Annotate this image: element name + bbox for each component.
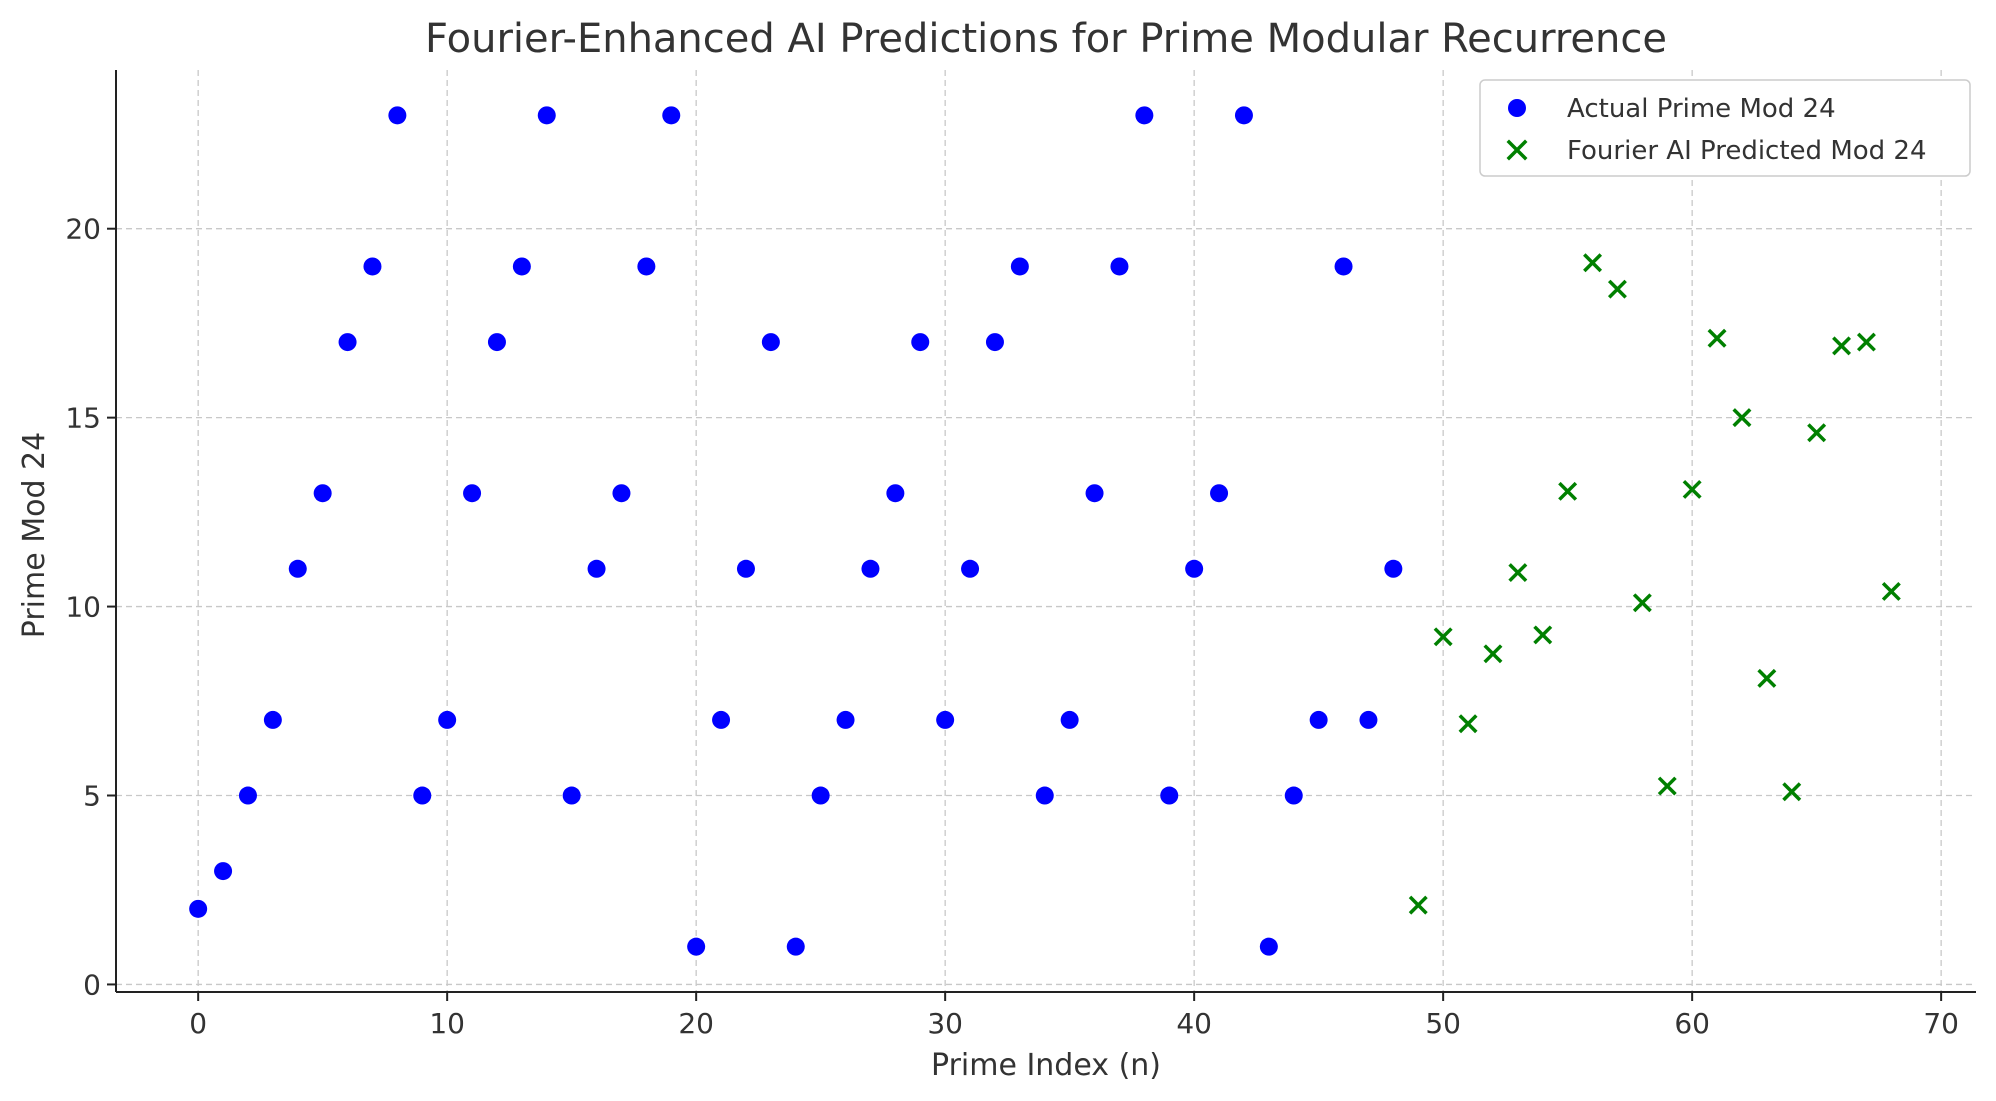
actual-point — [438, 710, 457, 729]
actual-point — [1210, 484, 1229, 503]
actual-point — [1010, 257, 1029, 276]
axes — [107, 70, 1976, 1001]
predicted-point — [1508, 563, 1528, 583]
legend-box — [1479, 79, 1971, 177]
actual-point — [363, 257, 382, 276]
actual-point — [687, 937, 706, 956]
actual-point — [189, 899, 208, 918]
actual-point — [263, 710, 282, 729]
actual-point — [1160, 786, 1179, 805]
y-axis-label: Prime Mod 24 — [17, 432, 52, 638]
predicted-point — [1856, 332, 1876, 352]
predicted-point — [1632, 593, 1652, 613]
actual-point — [288, 559, 307, 578]
predicted-point — [1483, 644, 1503, 664]
actual-point — [612, 484, 631, 503]
predicted-point — [1583, 253, 1603, 273]
tick-labels: 0 10 20 30 40 50 60 70 0 5 10 15 20 — [65, 213, 1959, 1040]
chart-title: Fourier-Enhanced AI Predictions for Prim… — [425, 16, 1667, 62]
x-tick-label: 0 — [189, 1007, 207, 1040]
actual-point — [214, 862, 233, 881]
actual-point — [911, 333, 930, 352]
x-tick-label: 30 — [927, 1007, 963, 1040]
actual-point — [1035, 786, 1054, 805]
actual-point — [961, 559, 980, 578]
legend-label-predicted: Fourier AI Predicted Mod 24 — [1567, 136, 1927, 166]
y-tick-label: 0 — [83, 968, 101, 1001]
y-tick-label: 10 — [65, 591, 101, 624]
actual-point — [886, 484, 905, 503]
actual-point — [861, 559, 880, 578]
predicted-point — [1707, 328, 1727, 348]
predicted-point — [1757, 668, 1777, 688]
actual-point — [662, 106, 681, 125]
actual-point — [1334, 257, 1353, 276]
actual-point — [1135, 106, 1154, 125]
actual-point — [537, 106, 556, 125]
predicted-point — [1408, 895, 1428, 915]
actual-point — [712, 710, 731, 729]
actual-point — [1110, 257, 1129, 276]
x-axis-label: Prime Index (n) — [931, 1048, 1161, 1083]
x-tick-label: 20 — [678, 1007, 714, 1040]
y-tick-label: 15 — [65, 402, 101, 435]
predicted-point — [1433, 627, 1453, 647]
actual-point — [238, 786, 257, 805]
actual-point — [1060, 710, 1079, 729]
actual-point — [836, 710, 855, 729]
actual-point — [487, 333, 506, 352]
y-tick-label: 20 — [65, 213, 101, 246]
x-tick-label: 40 — [1176, 1007, 1212, 1040]
legend-marker-actual — [1508, 99, 1526, 117]
actual-point — [811, 786, 830, 805]
actual-point — [512, 257, 531, 276]
predicted-point — [1832, 336, 1852, 356]
actual-point — [736, 559, 755, 578]
predicted-point — [1657, 776, 1677, 796]
grid-lines — [116, 70, 1976, 992]
x-tick-label: 50 — [1425, 1007, 1461, 1040]
predicted-point — [1458, 714, 1478, 734]
actual-point — [1284, 786, 1303, 805]
actual-point — [388, 106, 407, 125]
x-tick-label: 10 — [429, 1007, 465, 1040]
actual-point — [1259, 937, 1278, 956]
legend-label-actual: Actual Prime Mod 24 — [1567, 94, 1836, 124]
predicted-point — [1533, 625, 1553, 645]
x-tick-label: 60 — [1674, 1007, 1710, 1040]
actual-point — [413, 786, 432, 805]
actual-point — [637, 257, 656, 276]
actual-point — [985, 333, 1004, 352]
actual-point — [936, 710, 955, 729]
data-points — [189, 106, 1901, 956]
legend: Actual Prime Mod 24 Fourier AI Predicted… — [1479, 79, 1971, 177]
predicted-point — [1732, 408, 1752, 428]
predicted-point — [1682, 479, 1702, 499]
predicted-point — [1558, 481, 1578, 501]
predicted-point — [1807, 423, 1827, 443]
actual-point — [463, 484, 482, 503]
actual-point — [338, 333, 357, 352]
actual-point — [587, 559, 606, 578]
actual-point — [761, 333, 780, 352]
actual-point — [313, 484, 332, 503]
predicted-point — [1782, 782, 1802, 802]
y-tick-label: 5 — [83, 780, 101, 813]
actual-point — [1309, 710, 1328, 729]
predicted-point — [1607, 279, 1627, 299]
actual-point — [1185, 559, 1204, 578]
x-tick-label: 70 — [1923, 1007, 1959, 1040]
predicted-point — [1881, 581, 1901, 601]
legend-marker-predicted — [1506, 139, 1528, 161]
actual-point — [562, 786, 581, 805]
actual-point — [1359, 710, 1378, 729]
actual-point — [1384, 559, 1403, 578]
actual-point — [786, 937, 805, 956]
actual-point — [1234, 106, 1253, 125]
actual-point — [1085, 484, 1104, 503]
